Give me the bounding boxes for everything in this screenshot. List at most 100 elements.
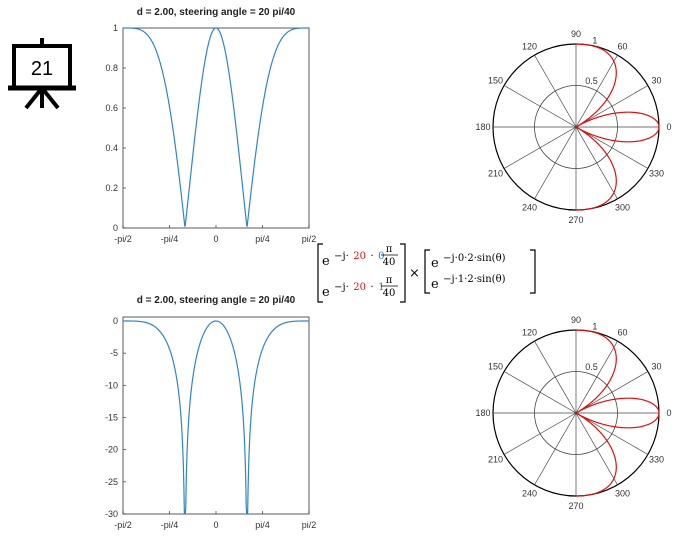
polar-pattern-line [576,43,660,211]
polar-angle-label: 90 [571,29,581,39]
top-y-tick-label: 0.4 [105,143,118,153]
polar-spoke [503,412,577,455]
polar-angle-label: 0 [666,408,671,418]
polar-angle-label: 210 [488,169,503,179]
formula-row2-exp-red: 20 [353,282,366,293]
polar-angle-label: 270 [568,501,583,511]
polar-angle-label: 300 [615,489,630,499]
formula-row2-base: e [322,285,330,300]
polar-chart-top: 0 30 60 90 120 150 180 210 240 270 300 330 0.5 1 [475,29,671,225]
top-y-tick-label: 1 [113,23,118,33]
polar-spoke [503,371,577,414]
polar-spoke [575,126,618,200]
polar-angle-label: 330 [649,169,664,179]
polar-spoke [575,412,618,486]
formula-vec-row2-base: e [431,277,439,292]
formula-times-sign: × [409,266,420,281]
polar-radial-label: 1 [592,321,597,331]
bot-y-tick-label: -5 [110,348,118,358]
polar-spoke [534,340,577,414]
chart-bottom-title: d = 2.00, steering angle = 20 pi/40 [137,295,296,306]
polar-angle-label: 60 [617,327,627,337]
chart-bottom-y-ticks: -30 -25 -20 -15 -10 -5 0 [105,316,126,519]
polar-spoke [575,126,649,169]
formula-right-bracket-open [424,249,430,294]
chart-bottom-db: d = 2.00, steering angle = 20 pi/40 -pi/… [105,295,316,530]
bot-y-tick-label: -20 [105,445,118,455]
formula-vec-row1-exp: −j·0·2·sin(θ) [443,253,505,264]
bot-y-tick-label: -15 [105,413,118,423]
formula-row2-frac-den: 40 [383,288,396,299]
formula-left-bracket-open [317,243,323,303]
polar-spoke [534,126,577,200]
polar-angle-label: 150 [488,362,503,372]
chart-top-series-line [123,27,309,227]
polar-angle-label: 0 [666,122,671,132]
bot-y-tick-label: -10 [105,380,118,390]
top-y-tick-label: 0.8 [105,63,118,73]
formula-vec-row1-base: e [431,256,439,271]
formula-row1-frac-num: π [386,244,393,255]
bot-x-tick-label: 0 [213,520,218,530]
top-y-tick-label: 0.2 [105,183,118,193]
formula-row2-frac-num: π [386,275,393,286]
svg-text:e −j·1·2·sin(θ): e −j·1·2·sin(θ) [431,274,506,292]
formula-left-bracket-close [400,243,406,303]
polar-spoke [575,371,649,414]
top-x-tick-label: 0 [213,234,218,244]
polar-spoke [575,85,649,128]
bot-y-tick-label: -30 [105,509,118,519]
formula-row1-exp-a: −j· [334,251,349,262]
polar-angle-label: 270 [568,215,583,225]
polar-spoke [503,126,577,169]
polar-angle-label: 120 [522,41,537,51]
polar-spoke [534,412,577,486]
polar-radial-label: 1 [592,35,597,45]
presentation-board-icon: 21 [8,38,76,110]
formula-right-bracket-close [530,249,536,294]
formula-row1-exp-blue: 0 [378,251,384,262]
polar-spoke [575,54,618,128]
formula-row1-exp-red: 20 [353,251,366,262]
polar-angle-label: 30 [652,76,662,86]
chart-top-title: d = 2.00, steering angle = 20 pi/40 [137,7,296,18]
formula-row1-frac-den: 40 [383,257,396,268]
bot-x-tick-label: -pi/2 [114,520,132,530]
polar-radial-label: 0.5 [585,362,598,372]
bot-y-tick-label: 0 [113,316,118,326]
top-y-tick-label: 0 [113,223,118,233]
polar-angle-label: 240 [522,489,537,499]
bot-x-tick-label: pi/4 [255,520,270,530]
formula-row2-exp-b: · [370,282,373,293]
bot-x-tick-label: pi/2 [302,520,317,530]
polar-angle-label: 180 [475,122,490,132]
steering-formula: e −j· 20 · 0 π 40 e −j· 20 · 1 π 40 × e … [317,243,536,303]
chart-bottom-x-ticks: -pi/2 -pi/4 0 pi/4 pi/2 [114,511,316,530]
polar-angle-label: 300 [615,203,630,213]
polar-angle-label: 90 [571,315,581,325]
polar-angle-label: 30 [652,362,662,372]
polar-radial-label: 0.5 [585,76,598,86]
chart-top-y-ticks: 0 0.2 0.4 0.6 0.8 1 [105,23,126,233]
polar-spoke [575,412,649,455]
bot-x-tick-label: -pi/4 [161,520,179,530]
chart-top-axes-frame [122,27,310,229]
slide-number: 21 [31,58,53,80]
polar-angle-label: 60 [617,41,627,51]
polar-angle-label: 150 [488,76,503,86]
top-y-tick-label: 0.6 [105,103,118,113]
formula-row1-exp-b: · [370,251,373,262]
polar-angle-label: 330 [649,455,664,465]
chart-top-linear: d = 2.00, steering angle = 20 pi/40 -pi/… [105,7,316,244]
bot-y-tick-label: -25 [105,477,118,487]
polar-angle-label: 240 [522,203,537,213]
formula-row1-base: e [322,254,330,269]
svg-text:e −j· 20 ·: e −j· 20 · 1 [322,277,384,300]
polar-pattern-line [576,329,660,497]
top-x-tick-label: pi/2 [302,234,317,244]
chart-bottom-axes-frame [122,316,310,515]
svg-text:e −j· 20 ·: e −j· 20 · 0 [322,246,384,269]
top-x-tick-label: pi/4 [255,234,270,244]
formula-row2-exp-blue: 1 [378,282,384,293]
